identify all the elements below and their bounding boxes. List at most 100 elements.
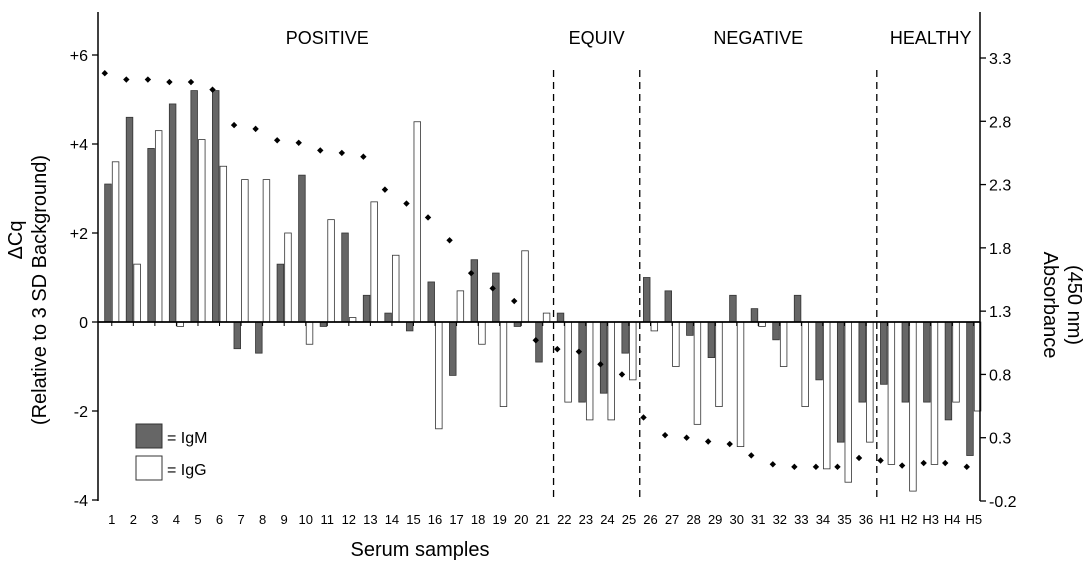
x-tick-label: 34 [816, 512, 830, 527]
right-axis-label-line1: Absorbance [1039, 252, 1061, 359]
igg-bar [499, 321, 508, 407]
right-tick-label: 2.3 [989, 178, 1011, 195]
igm-bar [556, 312, 565, 323]
igg-bar [392, 254, 400, 323]
absorbance-point [597, 361, 604, 368]
igm-bar [384, 312, 392, 323]
x-tick-label: 18 [471, 512, 485, 527]
igg-bar [844, 321, 852, 483]
absorbance-point [230, 121, 238, 129]
igm-bar [707, 321, 716, 358]
igm-bar [341, 232, 349, 323]
igg-bar [111, 161, 120, 323]
igm-bar [470, 259, 479, 323]
igg-bar [930, 321, 939, 465]
absorbance-point [661, 431, 669, 439]
igg-bar [823, 321, 831, 470]
x-tick-label: 29 [708, 512, 722, 527]
igm-bar [255, 321, 263, 354]
left-tick-label: 0 [79, 315, 88, 332]
right-tick-label: -0.2 [989, 494, 1017, 511]
legend-swatch-igm [135, 423, 163, 449]
x-tick-label: H3 [922, 512, 939, 527]
legend: = IgM = IgG [135, 423, 207, 481]
igm-bar [212, 90, 220, 323]
x-tick-label: 32 [773, 512, 787, 527]
x-tick-label: 30 [729, 512, 743, 527]
igm-bar [643, 277, 651, 323]
left-axis-label-line1: ΔCq [5, 221, 27, 260]
x-tick-label: 14 [385, 512, 399, 527]
igg-bar [887, 321, 896, 465]
absorbance-point [877, 457, 884, 464]
igm-bar [793, 294, 802, 323]
igg-bar [672, 321, 680, 367]
x-tick-label: H5 [965, 512, 982, 527]
igm-bar [298, 174, 306, 323]
absorbance-point [942, 459, 949, 467]
absorbance-point [791, 463, 798, 471]
absorbance-point [467, 269, 475, 277]
absorbance-point [123, 76, 130, 83]
igg-bar [521, 250, 529, 323]
left-tick-label: +2 [70, 226, 88, 243]
x-tick-label: 25 [622, 512, 636, 527]
igm-bar [664, 290, 672, 323]
igm-bar [923, 321, 931, 403]
absorbance-point [489, 285, 496, 292]
igg-bar [241, 179, 249, 323]
absorbance-point [532, 337, 539, 344]
absorbance-point [898, 462, 906, 469]
igg-bar [779, 321, 788, 367]
left-tick-label: +6 [70, 48, 88, 65]
igm-bar [599, 321, 608, 394]
igm-bar [147, 148, 155, 323]
igg-bar [715, 321, 723, 407]
absorbance-point [769, 461, 777, 468]
right-tick-label: 3.3 [989, 51, 1011, 68]
igg-bar [435, 321, 443, 430]
igm-bar [276, 263, 285, 323]
left-tick-label: -2 [74, 404, 88, 421]
x-tick-label: 8 [259, 512, 266, 527]
absorbance-point [381, 186, 389, 193]
group-label: EQUIV [569, 28, 625, 48]
right-tick-label: 1.8 [989, 241, 1011, 258]
axes-layer [92, 12, 986, 502]
left-axis-label-line2: (Relative to 3 SD Background) [29, 155, 51, 425]
legend-label-igm: = IgM [167, 430, 207, 447]
x-tick-label: 12 [342, 512, 356, 527]
igg-bar [456, 290, 465, 323]
absorbance-point [704, 438, 712, 445]
absorbance-point [834, 463, 841, 471]
igg-bar [219, 165, 228, 323]
right-tick-label: 0.3 [989, 431, 1011, 448]
absorbance-point [252, 125, 259, 133]
igg-bar [478, 321, 486, 345]
absorbance-point [317, 147, 324, 154]
igm-bar [104, 183, 112, 323]
igm-bar [880, 321, 888, 385]
igm-bar [750, 308, 759, 323]
x-tick-label: 4 [173, 512, 180, 527]
bars-layer [104, 90, 982, 492]
absorbance-point [748, 452, 755, 459]
x-tick-label: H2 [901, 512, 918, 527]
absorbance-point [209, 86, 216, 93]
absorbance-point [403, 200, 410, 207]
igm-bar [233, 321, 241, 350]
absorbance-point [187, 78, 195, 86]
labels-layer: -4-20+2+4+6-0.20.30.81.31.82.32.83.31 2 3 4… [70, 28, 1017, 527]
absorbance-point [618, 371, 626, 378]
igg-bar [736, 321, 745, 447]
x-tick-label: 31 [751, 512, 765, 527]
igg-bar [262, 179, 271, 323]
absorbance-point [511, 297, 518, 305]
x-tick-label: 15 [406, 512, 420, 527]
igm-bar [405, 321, 414, 332]
absorbance-points-layer [101, 69, 970, 471]
igm-bar [578, 321, 586, 403]
igg-bar [952, 321, 960, 403]
igm-bar [190, 90, 198, 323]
